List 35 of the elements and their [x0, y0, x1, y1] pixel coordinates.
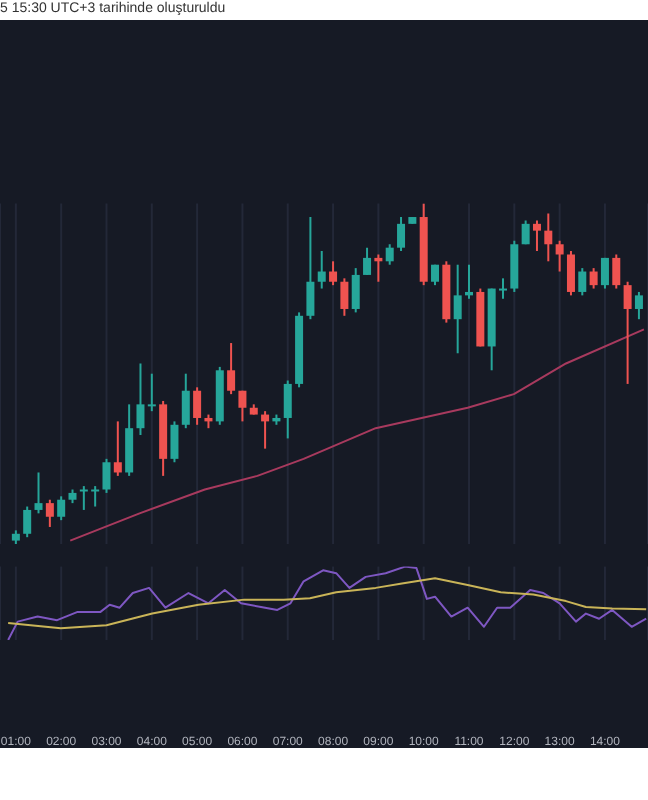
candlestick [45, 498, 54, 528]
candlestick [532, 219, 541, 253]
candlestick [612, 253, 621, 290]
candlestick [181, 372, 190, 430]
candlestick [23, 505, 32, 539]
candlestick [340, 277, 349, 317]
candlestick [510, 239, 519, 293]
candlestick [136, 362, 145, 437]
candlestick [589, 267, 598, 290]
candlestick [623, 280, 632, 385]
candlestick [566, 250, 575, 297]
candlestick [544, 212, 553, 263]
candlestick [125, 403, 134, 477]
candlestick [306, 216, 315, 321]
candlestick [385, 243, 394, 266]
candlestick [578, 267, 587, 297]
candlestick [170, 420, 179, 464]
candlestick [238, 389, 247, 423]
candlestick [634, 290, 643, 321]
candlestick [363, 246, 372, 276]
candlestick [317, 250, 326, 290]
candlestick [453, 263, 462, 355]
candlestick [227, 342, 236, 396]
candlestick [555, 239, 564, 273]
candlestick [57, 495, 66, 522]
candlestick [397, 216, 406, 253]
candlestick [329, 260, 338, 287]
candlestick [147, 372, 156, 413]
candlestick [193, 386, 202, 426]
candlestick [600, 256, 609, 290]
candlestick [351, 267, 360, 314]
candlestick [283, 379, 292, 440]
candlestick [113, 420, 122, 477]
candlestick [34, 471, 43, 515]
candlestick [102, 457, 111, 494]
